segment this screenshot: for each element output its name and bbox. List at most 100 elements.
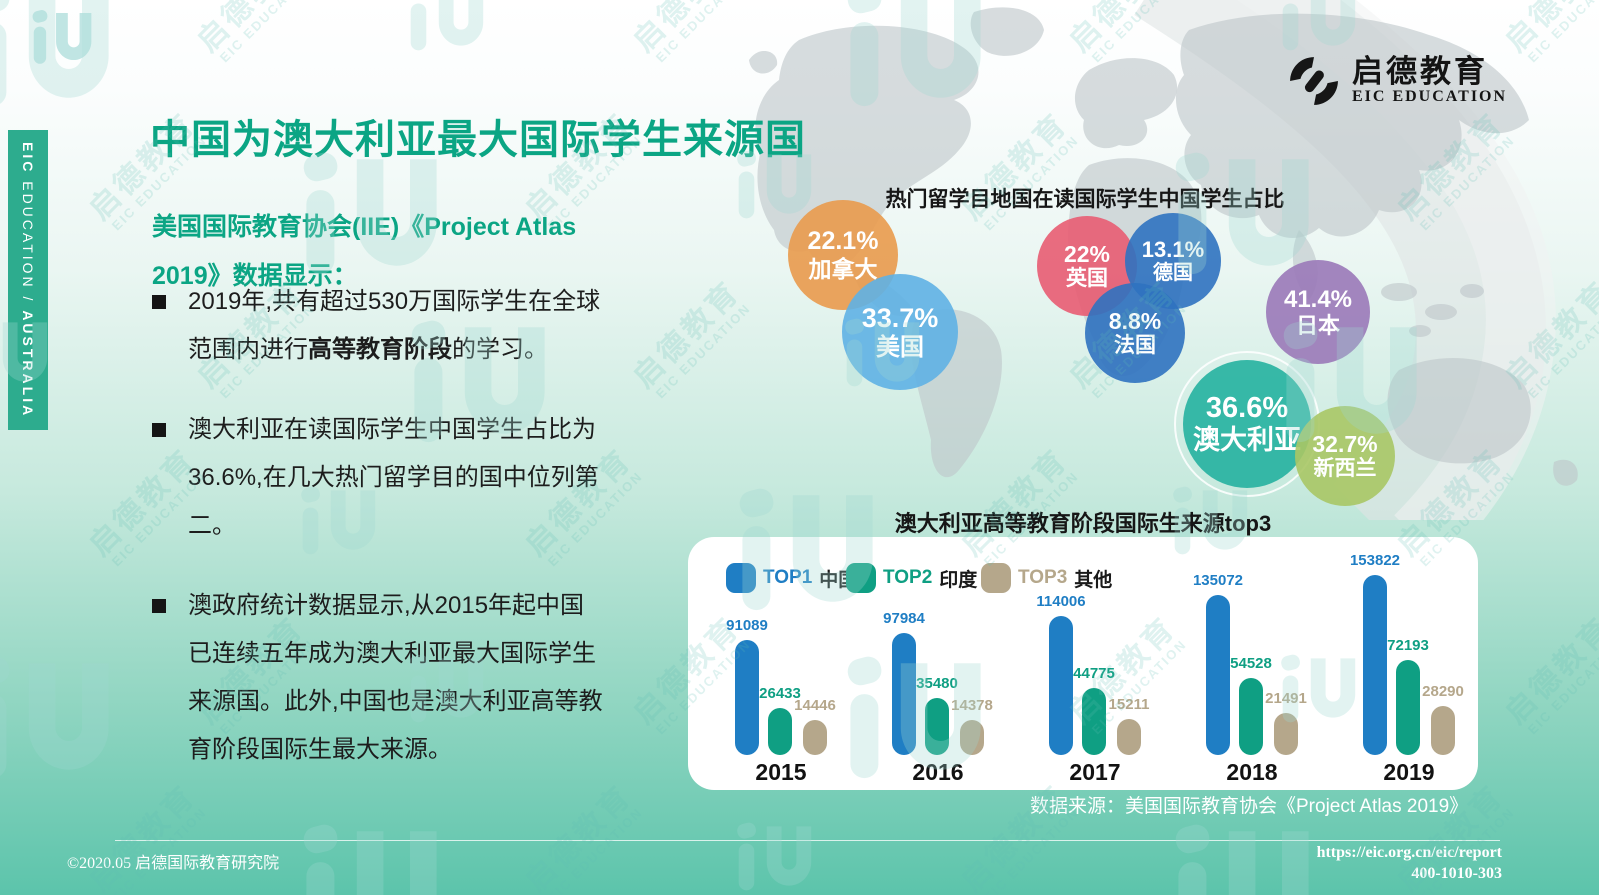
sidebar-edition-tab: EIC EDUCATION / AUSTRALIA xyxy=(8,130,48,430)
watermark-iu-glyph xyxy=(298,820,438,895)
eic-logo-icon xyxy=(1290,57,1338,105)
bar-year-label: 2016 xyxy=(912,759,964,785)
bubble-country: 加拿大 xyxy=(808,256,878,283)
bar-2019-TOP1 xyxy=(1363,575,1387,755)
bubble-percent: 22.1% xyxy=(807,227,879,256)
brand-header: 启德教育 EIC EDUCATION xyxy=(1288,55,1507,107)
bubble-加拿大: 22.1% 加拿大 xyxy=(788,200,898,310)
bubble-percent: 41.4% xyxy=(1283,285,1353,313)
legend-name: 印度 xyxy=(939,569,978,591)
legend-name: 其他 xyxy=(1074,569,1113,591)
bar-value-label: 54528 xyxy=(1230,655,1272,672)
legend-item-TOP1: TOP1 中国 xyxy=(726,563,857,593)
bar-2016-TOP1 xyxy=(892,633,916,755)
bubble-country: 新西兰 xyxy=(1313,457,1377,481)
bar-value-label: 135072 xyxy=(1192,572,1244,589)
bar-2015-TOP2 xyxy=(768,708,792,755)
watermark-iu-glyph xyxy=(734,820,812,892)
footer-divider xyxy=(115,840,1500,841)
bar-2017-TOP1 xyxy=(1049,616,1073,755)
bubble-新西兰: 32.7% 新西兰 xyxy=(1295,406,1395,506)
legend-swatch-icon xyxy=(981,563,1011,593)
legend-swatch-icon xyxy=(846,563,876,593)
bar-2018-TOP3 xyxy=(1274,713,1298,755)
bar-2015-TOP1 xyxy=(735,640,759,755)
data-source-note: 数据来源：美国国际教育协会《Project Atlas 2019》 xyxy=(1030,796,1469,817)
bar-value-label: 21491 xyxy=(1265,690,1307,707)
bar-value-label: 114006 xyxy=(1036,593,1086,610)
bullet-item: 澳大利亚在读国际学生中国学生占比为36.6%,在几大热门留学目的国中位列第二。 xyxy=(152,406,604,550)
watermark-iu-glyph xyxy=(1170,820,1310,895)
bullet-square-icon xyxy=(152,423,166,437)
bar-value-label: 26433 xyxy=(759,685,801,702)
bar-value-label: 15211 xyxy=(1108,696,1150,713)
bar-2017-TOP3 xyxy=(1117,719,1141,755)
bullet-square-icon xyxy=(152,599,166,613)
bar-2018-TOP2 xyxy=(1239,678,1263,755)
legend-tag: TOP1 xyxy=(763,567,813,588)
bar-year-label: 2019 xyxy=(1383,759,1435,785)
bubble-country: 澳大利亚 xyxy=(1193,425,1301,456)
bubble-法国: 8.8% 法国 xyxy=(1085,283,1185,383)
bar-value-label: 14446 xyxy=(794,697,836,714)
bubble-日本: 41.4% 日本 xyxy=(1266,260,1370,364)
legend-item-TOP2: TOP2 印度 xyxy=(846,563,977,593)
brand-name-en: EIC EDUCATION xyxy=(1352,88,1508,106)
phone-number: 400-1010-303 xyxy=(1411,864,1502,882)
bar-2019-TOP3 xyxy=(1431,706,1455,755)
bubble-美国: 33.7% 美国 xyxy=(842,274,958,390)
brand-name-cn: 启德教育 xyxy=(1352,53,1488,89)
bubble-country: 德国 xyxy=(1153,262,1193,285)
bullet-item: 澳政府统计数据显示,从2015年起中国已连续五年成为澳大利亚最大国际学生来源国。… xyxy=(152,582,604,774)
bar-year-label: 2017 xyxy=(1069,759,1121,785)
bar-value-label: 153822 xyxy=(1349,552,1401,569)
bubble-percent: 32.7% xyxy=(1312,430,1378,457)
bar-value-label: 28290 xyxy=(1422,683,1464,700)
watermark-iu-glyph xyxy=(406,0,484,52)
bar-2016-TOP3 xyxy=(960,720,984,755)
bar-2018-TOP1 xyxy=(1206,595,1230,755)
watermark-iu-glyph xyxy=(0,0,110,109)
bubble-country: 美国 xyxy=(876,333,924,361)
bubble-percent: 36.6% xyxy=(1205,391,1289,424)
legend-tag: TOP3 xyxy=(1018,567,1068,588)
bar-chart-title: 澳大利亚高等教育阶段国际生来源top3 xyxy=(894,511,1272,537)
legend-item-TOP3: TOP3 其他 xyxy=(981,563,1112,593)
report-url: https://eic.org.cn/eic/report xyxy=(1316,844,1502,861)
bar-value-label: 35480 xyxy=(916,675,958,692)
bubble-澳大利亚: 36.6% 澳大利亚 xyxy=(1174,351,1320,497)
bubble-country: 英国 xyxy=(1066,267,1108,291)
bullet-item: 2019年,共有超过530万国际学生在全球范围内进行高等教育阶段的学习。 xyxy=(152,278,604,374)
bar-2015-TOP3 xyxy=(803,720,827,755)
bubble-percent: 33.7% xyxy=(861,302,939,333)
sidebar-label: EIC EDUCATION / AUSTRALIA xyxy=(20,141,36,419)
bar-year-label: 2015 xyxy=(755,759,807,785)
bubble-country: 日本 xyxy=(1295,313,1340,339)
bubble-percent: 8.8% xyxy=(1108,307,1162,334)
bar-value-label: 91089 xyxy=(726,617,768,634)
bubble-country: 法国 xyxy=(1114,334,1156,358)
watermark-iu-glyph xyxy=(30,8,92,65)
footer-contact: https://eic.org.cn/eic/report 400-1010-3… xyxy=(1317,843,1502,885)
bullet-square-icon xyxy=(152,295,166,309)
bar-chart-panel: TOP1 中国 TOP2 印度 TOP3 其他 91089 26433 14446 2015 979… xyxy=(688,537,1478,790)
bar-value-label: 44775 xyxy=(1073,665,1115,682)
bar-value-label: 14378 xyxy=(951,697,993,714)
bar-2019-TOP2 xyxy=(1396,660,1420,755)
brand-text: 启德教育 EIC EDUCATION xyxy=(1352,53,1508,107)
legend-swatch-icon xyxy=(726,563,756,593)
bubble-chart-title: 热门留学目地国在读国际学生中国学生占比 xyxy=(885,188,1285,212)
copyright-text: ©2020.05 启德国际教育研究院 xyxy=(67,855,280,872)
bar-value-label: 72193 xyxy=(1387,637,1429,654)
bubble-percent: 13.1% xyxy=(1141,236,1205,262)
bubble-percent: 22% xyxy=(1063,240,1111,267)
bar-2017-TOP2 xyxy=(1082,688,1106,755)
page-title: 中国为澳大利亚最大国际学生来源国 xyxy=(150,117,806,162)
watermark-iu-glyph xyxy=(0,652,110,781)
bar-year-label: 2018 xyxy=(1226,759,1278,785)
